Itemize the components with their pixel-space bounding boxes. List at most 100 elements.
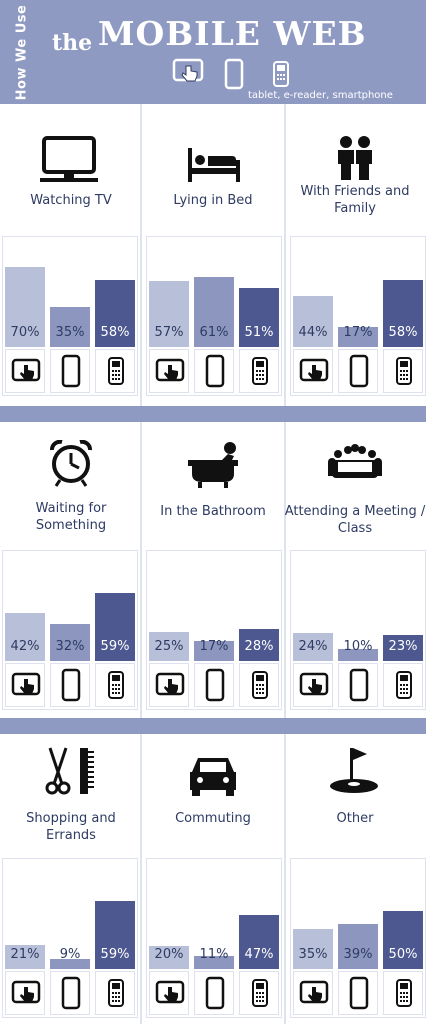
data-label: 59% <box>100 947 130 962</box>
bar-smartphone <box>239 288 279 347</box>
category-label: Commuting <box>175 811 251 826</box>
bar-smartphone <box>95 280 135 347</box>
bar-tablet <box>293 296 333 347</box>
chart-7: 20% 11% 47% <box>146 858 282 1018</box>
data-label: 42% <box>10 639 40 654</box>
tablet-hand-icon <box>5 971 45 1015</box>
data-label: 28% <box>244 639 274 654</box>
alarm-clock-icon <box>0 439 142 490</box>
row-divider <box>0 718 426 734</box>
chart-2: 44% 17% 58% <box>290 236 426 396</box>
tablet-hand-icon <box>293 971 333 1015</box>
chart-5: 24% 10% 23% <box>290 550 426 710</box>
data-label: 61% <box>199 325 229 340</box>
smartphone-icon <box>383 663 423 707</box>
data-label: 23% <box>388 639 418 654</box>
smartphone-icon <box>273 61 289 87</box>
chart-0: 70% 35% 58% <box>2 236 138 396</box>
data-label: 57% <box>154 325 184 340</box>
bar-e-reader <box>50 307 90 347</box>
golf-flag-icon <box>284 746 426 796</box>
category-label: Shopping and Errands <box>26 811 116 843</box>
bar-smartphone <box>383 911 423 969</box>
data-label: 50% <box>388 947 418 962</box>
bar-e-reader <box>50 959 90 969</box>
data-label: 10% <box>343 639 373 654</box>
bar-smartphone <box>95 901 135 969</box>
bar-tablet <box>5 945 45 969</box>
chart-6: 21% 9% 59% <box>2 858 138 1018</box>
data-label: 35% <box>298 947 328 962</box>
bar-smartphone <box>239 915 279 969</box>
e-reader-icon <box>194 349 234 393</box>
category-label: Attending a Meeting / Class <box>284 504 426 536</box>
smartphone-icon <box>95 663 135 707</box>
row-divider <box>0 406 426 422</box>
bar-e-reader <box>338 327 378 347</box>
tablet-hand-icon <box>5 663 45 707</box>
side-title: How We Use <box>14 4 30 101</box>
data-label: 21% <box>10 947 40 962</box>
e-reader-icon <box>194 663 234 707</box>
tablet-hand-icon <box>172 58 204 82</box>
bar-e-reader <box>194 956 234 969</box>
data-label: 17% <box>199 639 229 654</box>
e-reader-icon <box>50 663 90 707</box>
bar-smartphone <box>383 280 423 347</box>
category-label: Other <box>336 811 374 826</box>
e-reader-icon <box>338 663 378 707</box>
data-label: 25% <box>154 639 184 654</box>
bar-smartphone <box>95 593 135 661</box>
bar-tablet <box>149 946 189 969</box>
tv-icon <box>0 134 142 184</box>
data-label: 39% <box>343 947 373 962</box>
smartphone-icon <box>239 349 279 393</box>
e-reader-icon <box>50 349 90 393</box>
bar-e-reader <box>50 624 90 661</box>
e-reader-icon <box>224 58 244 90</box>
tablet-hand-icon <box>149 663 189 707</box>
data-label: 32% <box>55 639 85 654</box>
subtitle: tablet, e-reader, smartphone <box>248 90 393 101</box>
bar-tablet <box>149 632 189 661</box>
bar-tablet <box>5 613 45 661</box>
data-label: 51% <box>244 325 274 340</box>
category-label: Lying in Bed <box>173 193 253 208</box>
column-separator <box>140 104 142 406</box>
meeting-icon <box>284 440 426 490</box>
bathtub-icon <box>142 440 284 490</box>
data-label: 70% <box>10 325 40 340</box>
scissors-comb-icon <box>0 746 142 796</box>
column-separator <box>284 104 286 406</box>
bar-e-reader <box>338 924 378 969</box>
tablet-hand-icon <box>149 349 189 393</box>
tablet-hand-icon <box>293 349 333 393</box>
bar-smartphone <box>383 635 423 661</box>
category-label: In the Bathroom <box>160 504 266 519</box>
chart-8: 35% 39% 50% <box>290 858 426 1018</box>
tablet-hand-icon <box>149 971 189 1015</box>
data-label: 24% <box>298 639 328 654</box>
data-label: 58% <box>100 325 130 340</box>
column-separator <box>140 734 142 1024</box>
bar-tablet <box>5 267 45 347</box>
chart-3: 42% 32% 59% <box>2 550 138 710</box>
column-separator <box>140 422 142 718</box>
category-label: Watching TV <box>30 193 112 208</box>
category-label: Waiting for Something <box>35 501 107 533</box>
data-label: 44% <box>298 325 328 340</box>
category-label: With Friends and Family <box>300 184 410 216</box>
e-reader-icon <box>194 971 234 1015</box>
people-icon <box>284 132 426 182</box>
smartphone-icon <box>383 349 423 393</box>
e-reader-icon <box>50 971 90 1015</box>
data-label: 47% <box>244 947 274 962</box>
data-label: 58% <box>388 325 418 340</box>
bar-e-reader <box>338 649 378 661</box>
smartphone-icon <box>239 971 279 1015</box>
bar-smartphone <box>239 629 279 661</box>
bed-icon <box>142 134 284 184</box>
data-label: 59% <box>100 639 130 654</box>
smartphone-icon <box>239 663 279 707</box>
header-banner: How We Use the MOBILE WEB tablet, e-read… <box>0 0 426 104</box>
